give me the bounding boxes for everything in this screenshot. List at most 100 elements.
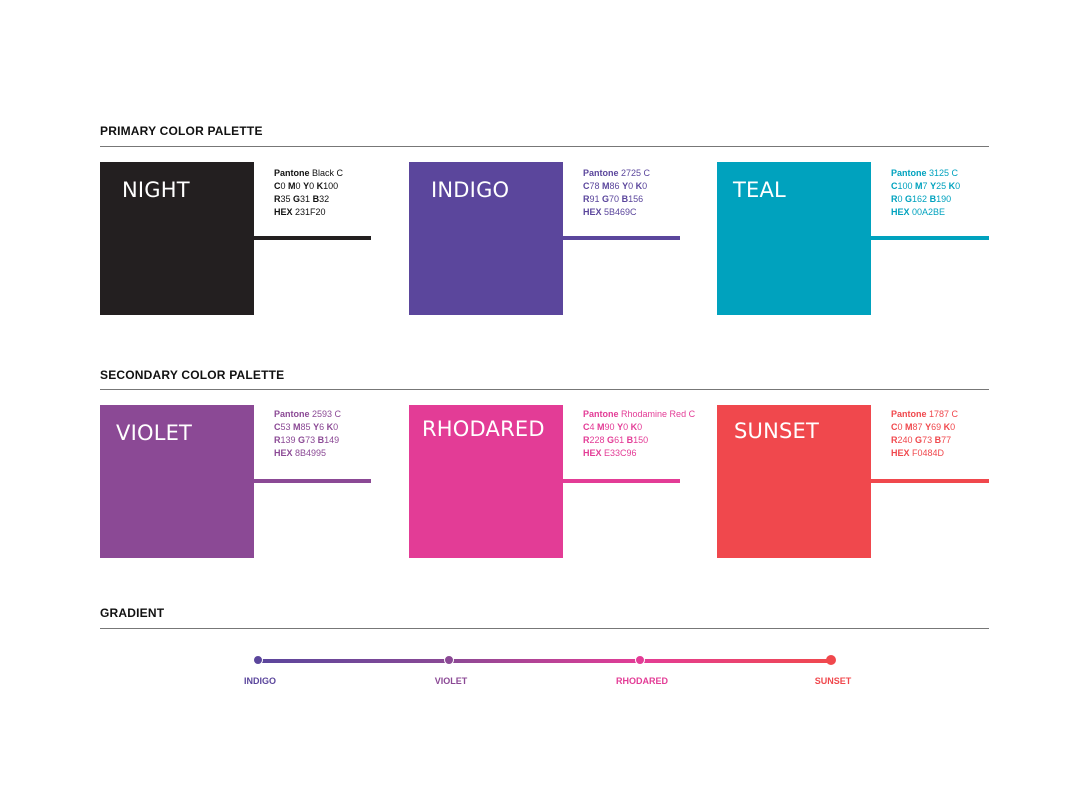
- cmyk-value-c: 0: [897, 422, 903, 432]
- hex-label: HEX: [583, 448, 602, 458]
- pantone-line: Pantone Black C: [274, 167, 343, 180]
- accent-bar-rhodared: [563, 479, 680, 483]
- gradient-divider: [100, 628, 989, 629]
- rgb-value-b: 156: [628, 194, 644, 204]
- rgb-value-r: 91: [589, 194, 600, 204]
- hex-line: HEX E33C96: [583, 447, 695, 460]
- cmyk-value-y: 0: [309, 181, 315, 191]
- cmyk-value-m: 85: [300, 422, 311, 432]
- cmyk-letter-c: C: [583, 422, 590, 432]
- pantone-label: Pantone: [891, 409, 927, 419]
- cmyk-value-y: 69: [931, 422, 942, 432]
- hex-value: E33C96: [604, 448, 637, 458]
- rgb-letter-r: R: [891, 435, 898, 445]
- pantone-value: 2725 C: [621, 168, 651, 178]
- cmyk-letter-m: M: [597, 422, 605, 432]
- rgb-value-r: 240: [897, 435, 913, 445]
- rgb-letter-b: B: [626, 435, 634, 445]
- cmyk-value-k: 0: [333, 422, 339, 432]
- swatch-name-night: NIGHT: [122, 178, 190, 202]
- gradient-label-violet: VIOLET: [434, 676, 468, 686]
- rgb-line: R0 G162 B190: [891, 193, 960, 206]
- cmyk-value-m: 7: [922, 181, 928, 191]
- accent-bar-night: [254, 236, 371, 240]
- cmyk-value-c: 4: [589, 422, 595, 432]
- secondary-palette-heading: SECONDARY COLOR PALETTE: [100, 368, 285, 382]
- pantone-value: Rhodamine Red C: [621, 409, 696, 419]
- color-spec-indigo: Pantone 2725 C C78 M86 Y0 K0 R91 G70 B156 H…: [583, 167, 650, 219]
- pantone-label: Pantone: [274, 409, 310, 419]
- pantone-line: Pantone 2725 C: [583, 167, 650, 180]
- rgb-value-g: 31: [300, 194, 311, 204]
- cmyk-letter-k: K: [316, 181, 324, 191]
- cmyk-line: C0 M0 Y0 K100: [274, 180, 343, 193]
- rgb-value-g: 73: [922, 435, 933, 445]
- color-spec-violet: Pantone 2593 C C53 M85 Y6 K0 R139 G73 B149…: [274, 408, 341, 460]
- cmyk-value-c: 53: [280, 422, 291, 432]
- cmyk-letter-k: K: [326, 422, 334, 432]
- pantone-label: Pantone: [891, 168, 927, 178]
- rgb-line: R35 G31 B32: [274, 193, 343, 206]
- cmyk-value-k: 0: [642, 181, 648, 191]
- accent-bar-sunset: [871, 479, 989, 483]
- cmyk-line: C100 M7 Y25 K0: [891, 180, 960, 193]
- hex-value: 231F20: [295, 207, 326, 217]
- cmyk-letter-c: C: [274, 181, 281, 191]
- cmyk-value-k: 0: [637, 422, 643, 432]
- rgb-letter-r: R: [891, 194, 898, 204]
- pantone-label: Pantone: [583, 168, 619, 178]
- gradient-label-indigo: INDIGO: [243, 676, 277, 686]
- gradient-stop-violet: [443, 655, 454, 665]
- cmyk-letter-y: Y: [617, 422, 624, 432]
- cmyk-letter-y: Y: [622, 181, 629, 191]
- cmyk-value-c: 78: [589, 181, 600, 191]
- cmyk-value-k: 100: [323, 181, 339, 191]
- color-spec-rhodared: Pantone Rhodamine Red C C4 M90 Y0 K0 R228 …: [583, 408, 695, 460]
- cmyk-letter-m: M: [602, 181, 610, 191]
- rgb-letter-b: B: [934, 435, 942, 445]
- hex-value: 5B469C: [604, 207, 637, 217]
- hex-value: F0484D: [912, 448, 945, 458]
- pantone-value: 2593 C: [312, 409, 342, 419]
- rgb-letter-r: R: [583, 194, 590, 204]
- rgb-line: R240 G73 B77: [891, 434, 958, 447]
- rgb-value-g: 61: [614, 435, 625, 445]
- rgb-line: R228 G61 B150: [583, 434, 695, 447]
- rgb-value-b: 32: [319, 194, 330, 204]
- cmyk-line: C78 M86 Y0 K0: [583, 180, 650, 193]
- cmyk-letter-y: Y: [930, 181, 937, 191]
- cmyk-letter-k: K: [943, 422, 951, 432]
- pantone-value: 3125 C: [929, 168, 959, 178]
- rgb-value-g: 73: [305, 435, 316, 445]
- cmyk-line: C4 M90 Y0 K0: [583, 421, 695, 434]
- gradient-stop-rhodared: [634, 655, 645, 665]
- gradient-bar: [258, 659, 831, 663]
- cmyk-value-c: 100: [897, 181, 913, 191]
- hex-label: HEX: [274, 448, 293, 458]
- accent-bar-violet: [254, 479, 371, 483]
- hex-label: HEX: [891, 448, 910, 458]
- cmyk-value-y: 25: [936, 181, 947, 191]
- cmyk-letter-y: Y: [303, 181, 310, 191]
- cmyk-letter-k: K: [635, 181, 643, 191]
- swatch-name-violet: VIOLET: [116, 421, 193, 445]
- rgb-letter-g: G: [602, 194, 610, 204]
- cmyk-letter-m: M: [288, 181, 296, 191]
- cmyk-value-m: 87: [912, 422, 923, 432]
- cmyk-letter-k: K: [948, 181, 956, 191]
- rgb-letter-g: G: [905, 194, 913, 204]
- swatch-name-rhodared: RHODARED: [422, 417, 545, 441]
- color-spec-sunset: Pantone 1787 C C0 M87 Y69 K0 R240 G73 B77 H…: [891, 408, 958, 460]
- rgb-letter-b: B: [929, 194, 937, 204]
- pantone-label: Pantone: [274, 168, 310, 178]
- cmyk-letter-c: C: [891, 422, 898, 432]
- swatch-sunset: SUNSET: [717, 405, 871, 558]
- rgb-value-r: 0: [897, 194, 903, 204]
- hex-value: 8B4995: [295, 448, 327, 458]
- cmyk-letter-m: M: [905, 422, 913, 432]
- pantone-label: Pantone: [583, 409, 619, 419]
- cmyk-value-m: 90: [604, 422, 615, 432]
- rgb-letter-g: G: [915, 435, 923, 445]
- swatch-violet: VIOLET: [100, 405, 254, 558]
- gradient-heading: GRADIENT: [100, 606, 165, 620]
